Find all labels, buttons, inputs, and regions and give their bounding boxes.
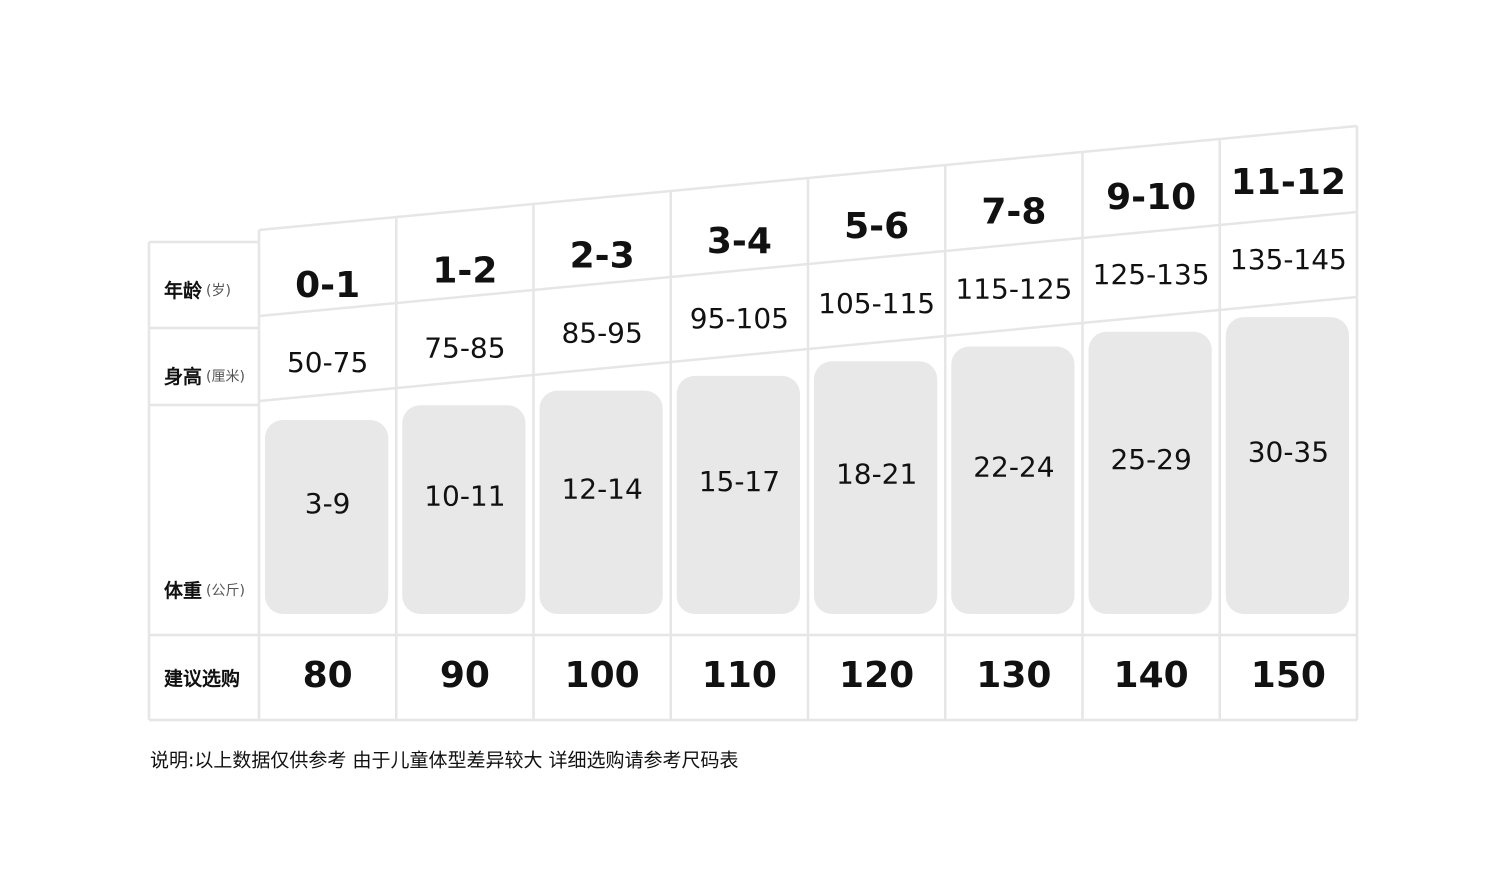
size: 90 (440, 655, 490, 696)
row-label-unit: (岁) (206, 283, 231, 299)
height: 135-145 (1230, 243, 1347, 276)
weight-box (951, 346, 1075, 614)
size: 110 (702, 655, 777, 696)
height: 125-135 (1093, 258, 1210, 291)
size: 80 (303, 655, 353, 696)
height: 95-105 (690, 302, 789, 335)
row-label: 年龄 (岁) (164, 279, 231, 302)
size: 100 (565, 655, 640, 696)
weight: 12-14 (561, 472, 642, 505)
weight-box (1088, 331, 1212, 614)
age: 1-2 (432, 250, 497, 291)
weight-box (676, 375, 800, 614)
weight-box (402, 405, 526, 614)
height: 50-75 (287, 346, 368, 379)
age: 9-10 (1106, 177, 1196, 218)
age: 11-12 (1231, 162, 1346, 203)
weight-box (1225, 317, 1349, 614)
age: 3-4 (707, 221, 772, 262)
weight: 30-35 (1248, 436, 1329, 469)
note: 说明:以上数据仅供参考 由于儿童体型差异较大 详细选购请参考尺码表 (150, 750, 738, 772)
weight: 25-29 (1110, 443, 1191, 476)
row-label-name: 建议选购 (164, 667, 240, 690)
size: 140 (1114, 655, 1189, 696)
height: 115-125 (955, 273, 1072, 306)
height: 75-85 (424, 331, 505, 364)
size: 150 (1251, 655, 1326, 696)
weight: 3-9 (305, 487, 351, 520)
row-label: 体重 (公斤) (164, 579, 245, 602)
weight-box (814, 361, 938, 614)
size: 120 (839, 655, 914, 696)
weight-box (265, 420, 389, 614)
row-label-unit: (厘米) (206, 369, 245, 385)
weight: 22-24 (973, 450, 1054, 483)
row-label-name: 身高 (164, 365, 202, 388)
age: 0-1 (295, 265, 360, 306)
height: 85-95 (561, 317, 642, 350)
weight: 15-17 (699, 465, 780, 498)
row-label: 建议选购 (164, 667, 240, 690)
age: 5-6 (844, 206, 909, 247)
weight: 10-11 (424, 480, 505, 513)
age: 2-3 (570, 236, 635, 277)
height: 105-115 (818, 287, 935, 320)
size: 130 (976, 655, 1051, 696)
row-label-unit: (公斤) (206, 583, 245, 599)
row-label: 身高 (厘米) (164, 365, 245, 388)
weight-box (539, 390, 663, 614)
weight: 18-21 (836, 458, 917, 491)
row-label-name: 体重 (164, 579, 202, 602)
age: 7-8 (981, 192, 1046, 233)
row-label-name: 年龄 (164, 279, 203, 302)
